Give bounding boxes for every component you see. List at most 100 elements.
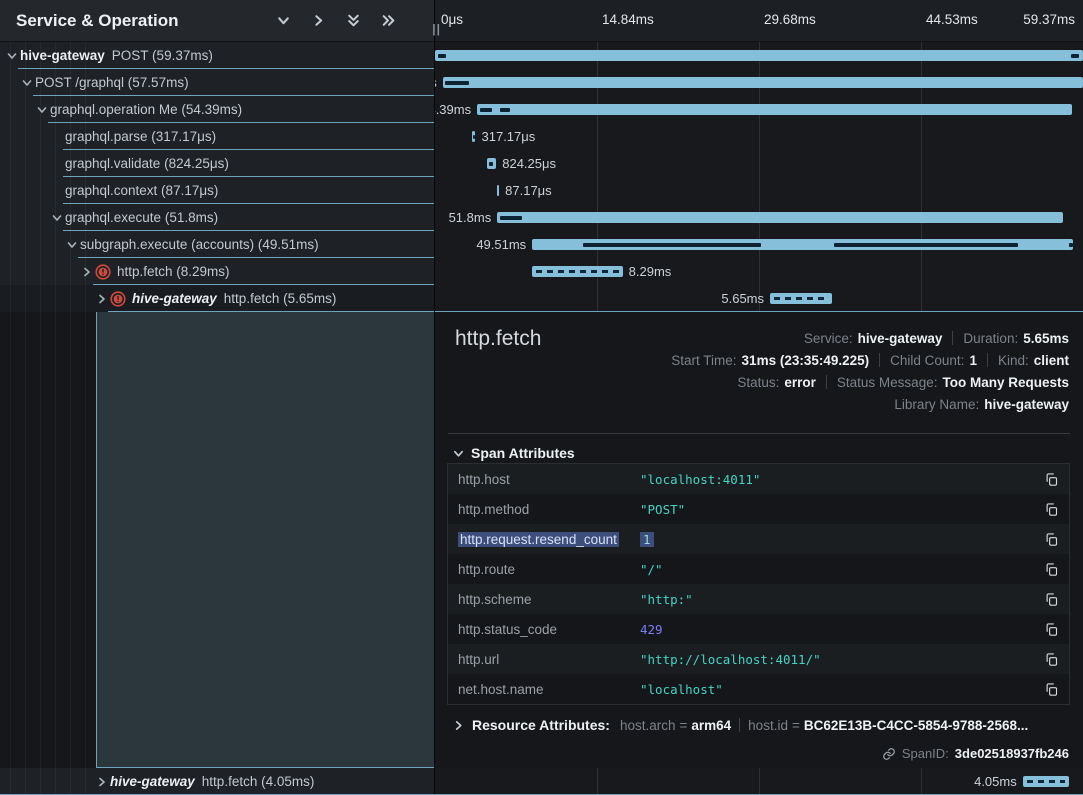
copy-value-button[interactable]	[1042, 560, 1069, 579]
span-operation-label: graphql.context (87.17μs)	[65, 183, 219, 198]
attribute-row[interactable]: http.request.resend_count 1	[448, 524, 1069, 554]
ruler-tick-label: 0μs	[441, 12, 464, 27]
tree-row-span[interactable]: graphql.context (87.17μs)	[0, 177, 434, 204]
copy-value-button[interactable]	[1042, 650, 1069, 669]
attribute-row[interactable]: http.route "/"	[448, 554, 1069, 584]
meta-separator	[825, 375, 827, 389]
attribute-row[interactable]: http.scheme "http:"	[448, 584, 1069, 614]
attribute-row[interactable]: http.method "POST"	[448, 494, 1069, 524]
ruler-tick-label: 29.68ms	[764, 12, 816, 27]
row-border	[33, 95, 434, 96]
attribute-row[interactable]: http.host "localhost:4011"	[448, 464, 1069, 494]
collapsed-children-dashes	[774, 297, 828, 300]
span-service-name: hive-gateway	[132, 291, 217, 306]
resource-separator	[739, 718, 741, 732]
span-duration-bar[interactable]	[435, 50, 1083, 61]
row-border	[63, 230, 434, 231]
section-divider	[448, 433, 1070, 434]
attribute-row[interactable]: net.host.name "localhost"	[448, 674, 1069, 704]
tree-row-span[interactable]: graphql.operation Me (54.39ms)	[0, 96, 434, 123]
meta-label: Kind:	[997, 352, 1029, 368]
tree-row-span[interactable]: subgraph.execute (accounts) (49.51ms)	[0, 231, 434, 258]
chevron-right-icon[interactable]	[96, 776, 110, 788]
tree-row-span[interactable]: hive-gateway http.fetch (4.05ms)	[0, 768, 434, 794]
span-duration-text: 8.29ms	[628, 264, 672, 279]
span-duration-text: 54.39ms	[435, 102, 472, 117]
chevron-down-icon[interactable]	[66, 239, 80, 251]
span-operation-label: POST (59.37ms)	[111, 48, 213, 63]
copy-icon	[1044, 532, 1059, 547]
copy-value-button[interactable]	[1042, 620, 1069, 639]
span-duration-bar[interactable]	[442, 77, 1083, 88]
tree-row-span[interactable]: graphql.execute (51.8ms)	[0, 204, 434, 231]
child-span-mark	[480, 107, 493, 112]
span-detail-title: http.fetch	[455, 327, 542, 350]
tree-row-span[interactable]: hive-gateway http.fetch (5.65ms)	[0, 285, 434, 312]
row-border	[93, 284, 434, 285]
tree-row-span[interactable]: graphql.parse (317.17μs)	[0, 123, 434, 150]
span-duration-bar[interactable]	[497, 185, 500, 196]
span-duration-bar[interactable]	[477, 104, 1072, 115]
span-duration-bar[interactable]	[497, 212, 1063, 223]
meta-separator	[952, 331, 954, 345]
span-operation-label: graphql.operation Me (54.39ms)	[50, 102, 243, 117]
meta-value: 31ms (23:35:49.225)	[741, 352, 870, 368]
double-chevron-down-button[interactable]	[344, 11, 363, 30]
meta-value: client	[1033, 352, 1069, 368]
error-status-icon	[95, 263, 111, 280]
chevron-down-icon[interactable]	[51, 212, 65, 224]
span-attributes-heading[interactable]: Span Attributes	[453, 445, 575, 461]
copy-value-button[interactable]	[1042, 530, 1069, 549]
attribute-row[interactable]: http.status_code 429	[448, 614, 1069, 644]
meta-value: error	[784, 374, 816, 390]
span-operation-label: graphql.execute (51.8ms)	[65, 210, 219, 225]
double-chevron-right-button[interactable]	[379, 11, 398, 30]
chevron-down-button[interactable]	[274, 11, 293, 30]
meta-value: 5.65ms	[1023, 330, 1069, 346]
span-duration-bar[interactable]	[1022, 776, 1069, 787]
tree-bottom-row-holder: hive-gateway http.fetch (4.05ms)	[0, 768, 434, 794]
chevron-right-button[interactable]	[309, 11, 328, 30]
child-span-mark	[582, 242, 761, 247]
meta-value: hive-gateway	[984, 396, 1069, 412]
resource-attributes-row[interactable]: Resource Attributes: host.arch = arm64 host…	[453, 717, 1070, 733]
copy-value-button[interactable]	[1042, 500, 1069, 519]
chevron-right-icon	[311, 13, 326, 28]
chevron-right-icon[interactable]	[96, 293, 110, 305]
tree-row-span[interactable]: POST /graphql (57.57ms)	[0, 69, 434, 96]
span-duration-bar[interactable]	[532, 266, 623, 277]
meta-label: Status:	[737, 374, 780, 390]
copy-value-button[interactable]	[1042, 470, 1069, 489]
tree-row-span[interactable]: http.fetch (8.29ms)	[0, 258, 434, 285]
span-duration-bar[interactable]	[532, 239, 1073, 250]
copy-value-button[interactable]	[1042, 680, 1069, 699]
copy-value-button[interactable]	[1042, 590, 1069, 609]
timeline-ruler: 0μs 14.84ms 29.68ms 44.53ms 59.37ms	[435, 0, 1083, 42]
attribute-key: http.request.resend_count	[458, 531, 619, 547]
chevron-down-icon[interactable]	[21, 77, 35, 89]
chevron-right-icon[interactable]	[81, 266, 95, 278]
attribute-row[interactable]: http.url "http://localhost:4011/"	[448, 644, 1069, 674]
attribute-value: "localhost"	[640, 681, 723, 697]
attribute-key: http.url	[458, 651, 500, 667]
link-icon[interactable]	[882, 747, 896, 761]
meta-separator	[986, 353, 988, 367]
tree-row-span[interactable]: hive-gateway POST (59.37ms)	[0, 42, 434, 69]
detail-meta-line: Start Time: 31ms (23:35:49.225) Child Coun…	[671, 349, 1069, 371]
chevron-down-icon[interactable]	[36, 104, 50, 116]
span-duration-bar[interactable]	[770, 293, 832, 304]
detail-meta-line: Service: hive-gateway Duration: 5.65ms	[671, 327, 1069, 349]
span-detail-meta: Service: hive-gateway Duration: 5.65ms Start…	[671, 327, 1069, 415]
tree-panel-header: Service & Operation ||	[0, 0, 440, 42]
tree-rows: hive-gateway POST (59.37ms) POST /graphql …	[0, 42, 434, 312]
double-chevron-right-icon	[381, 13, 396, 28]
span-duration-text: 317.17μs	[481, 129, 536, 144]
attribute-value: "/"	[640, 561, 663, 577]
child-span-mark	[438, 53, 446, 58]
tree-row-span[interactable]: graphql.validate (824.25μs)	[0, 150, 434, 177]
panel-resize-handle[interactable]: ||	[432, 22, 441, 36]
collapsed-children-dashes	[536, 270, 619, 273]
row-border	[63, 149, 434, 150]
chevron-down-icon[interactable]	[6, 50, 20, 62]
attribute-key: http.host	[458, 471, 510, 487]
